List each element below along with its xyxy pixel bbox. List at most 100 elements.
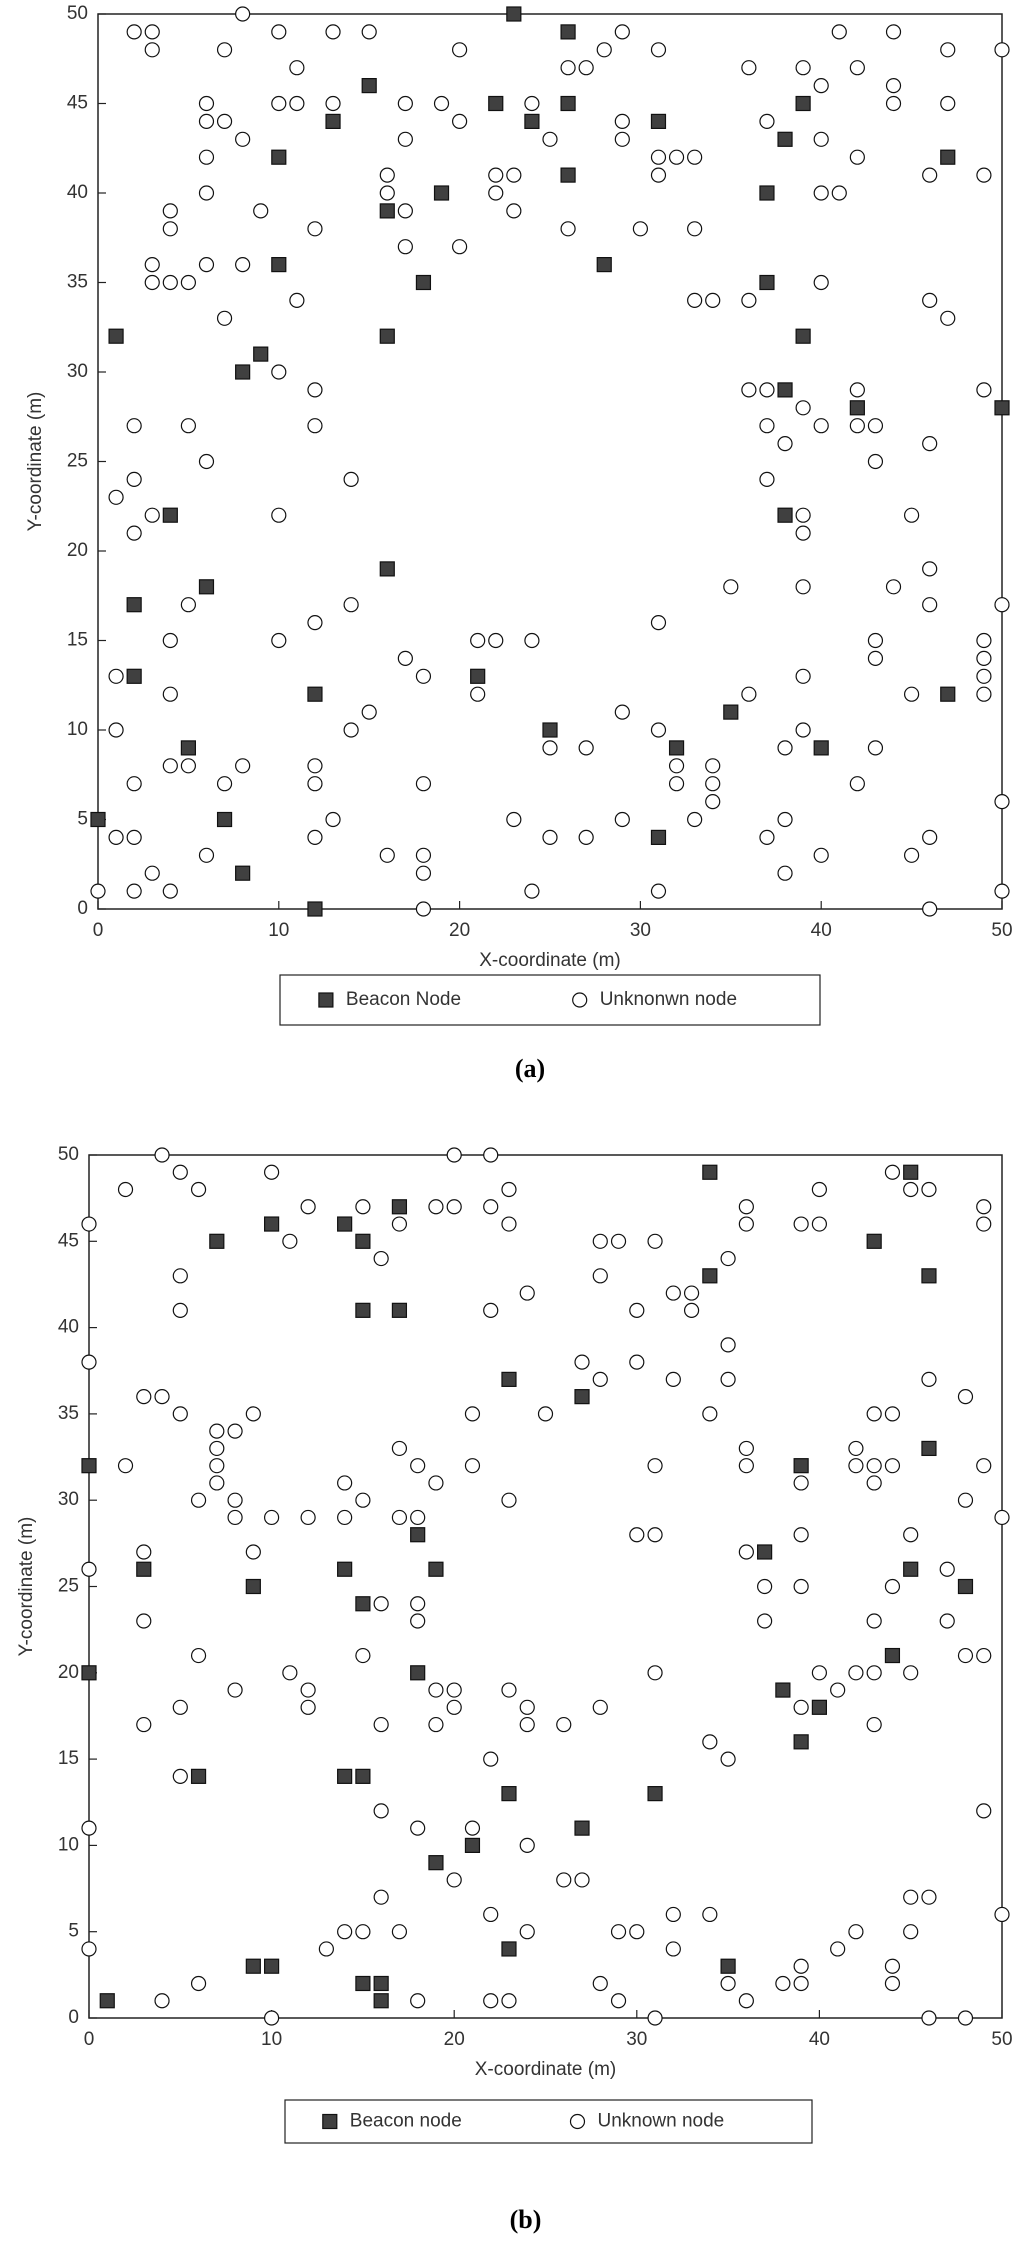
data-point — [650, 167, 667, 183]
data-point — [410, 1509, 426, 1526]
data-point — [318, 1941, 334, 1957]
caption: (a) — [515, 1054, 545, 1083]
data-point — [795, 722, 811, 738]
data-point — [464, 1837, 481, 1854]
data-point — [866, 1613, 882, 1629]
data-point — [343, 471, 359, 487]
data-point — [271, 24, 287, 40]
data-point — [848, 1665, 864, 1681]
legend-label: Beacon Node — [346, 989, 461, 1010]
data-point — [428, 1855, 444, 1871]
data-point — [264, 1958, 280, 1974]
data-point — [994, 1906, 1010, 1923]
data-point — [343, 722, 359, 738]
data-point — [650, 149, 667, 165]
data-point — [524, 883, 540, 899]
data-point — [668, 740, 685, 756]
data-point — [574, 1820, 590, 1836]
data-point — [282, 1233, 298, 1249]
data-point — [355, 1924, 371, 1940]
data-point — [867, 740, 884, 756]
data-point — [190, 1975, 207, 1992]
data-point — [235, 758, 251, 774]
data-point — [629, 1924, 645, 1940]
data-point — [668, 149, 685, 165]
data-point — [687, 221, 703, 237]
legend: Beacon Node Unknonwn node — [279, 974, 821, 1026]
x-tick-label: 0 — [84, 2029, 95, 2050]
data-point — [903, 507, 920, 523]
data-point — [506, 167, 522, 183]
data-point — [410, 1458, 426, 1474]
data-point — [379, 328, 395, 344]
data-point — [227, 1492, 243, 1508]
data-point — [289, 60, 305, 76]
data-point — [136, 1389, 152, 1405]
data-point — [976, 1216, 992, 1232]
data-point — [190, 1492, 207, 1508]
data-point — [738, 1440, 754, 1457]
data-point — [994, 400, 1010, 416]
data-point — [307, 901, 323, 917]
data-point — [795, 668, 811, 684]
data-point — [542, 829, 558, 846]
data-point — [702, 1268, 718, 1284]
data-point — [578, 60, 594, 76]
data-point — [355, 1647, 371, 1664]
data-point — [921, 1268, 937, 1284]
data-point — [337, 1924, 353, 1940]
data-point — [117, 1458, 134, 1474]
data-point — [391, 1440, 408, 1457]
data-point — [433, 185, 450, 201]
y-tick-label: 25 — [67, 451, 88, 472]
data-point — [126, 597, 142, 613]
data-point — [245, 1406, 261, 1422]
data-point — [922, 292, 938, 308]
data-point — [813, 847, 829, 863]
data-point — [578, 829, 594, 846]
data-point — [957, 1647, 974, 1664]
data-point — [629, 1354, 645, 1370]
data-point — [885, 77, 902, 94]
data-point — [884, 1975, 901, 1992]
data-point — [560, 95, 576, 112]
data-point — [994, 597, 1010, 613]
data-point — [757, 1544, 773, 1560]
data-point — [976, 668, 992, 684]
data-point — [614, 24, 630, 40]
data-point — [866, 1406, 882, 1422]
data-point — [126, 525, 142, 541]
data-point — [209, 1233, 225, 1249]
y-tick-label: 20 — [58, 1662, 79, 1683]
data-point — [795, 525, 811, 541]
data-point — [757, 1578, 773, 1595]
x-axis-label: X-coordinate (m) — [479, 950, 621, 971]
data-point — [506, 811, 522, 828]
data-point — [795, 400, 811, 416]
data-point — [614, 113, 630, 130]
data-point — [647, 2010, 663, 2026]
data-point — [108, 829, 124, 846]
data-point — [397, 95, 413, 112]
data-point — [355, 1975, 371, 1992]
data-point — [994, 883, 1010, 899]
data-point — [81, 1665, 97, 1681]
data-point — [848, 1440, 864, 1457]
legend-marker — [322, 2113, 338, 2130]
data-point — [976, 650, 992, 667]
data-point — [702, 1906, 718, 1923]
data-point — [144, 257, 160, 273]
data-point — [849, 149, 865, 165]
data-point — [793, 1527, 809, 1543]
data-point — [307, 221, 323, 237]
data-point — [650, 883, 667, 899]
data-point — [373, 1975, 389, 1992]
data-point — [470, 686, 486, 702]
data-point — [795, 328, 811, 344]
data-point — [355, 1233, 371, 1249]
data-point — [683, 1285, 700, 1301]
data-point — [483, 1147, 499, 1163]
y-tick-label: 15 — [58, 1748, 79, 1769]
data-point — [537, 1406, 554, 1422]
data-point — [976, 1199, 992, 1215]
